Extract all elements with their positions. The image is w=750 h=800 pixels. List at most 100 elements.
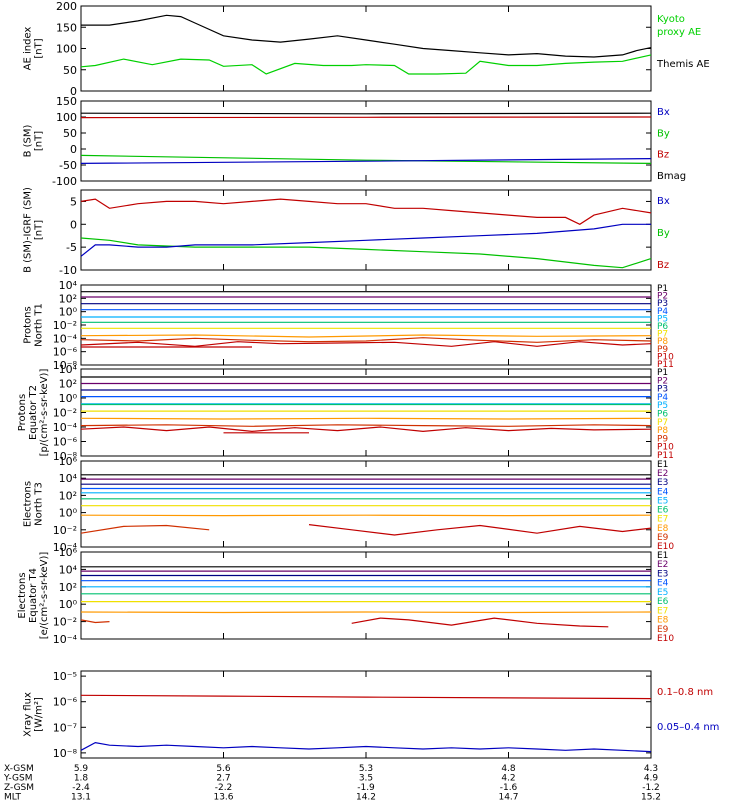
legend-en-9: E10: [657, 542, 674, 552]
legend-pe-8: P9: [657, 434, 668, 444]
panel-frame-ae: [80, 5, 652, 92]
legend-dbigrf-1: By: [657, 228, 670, 239]
time-row-value: 1.8: [74, 774, 89, 784]
legend-pn-3: P4: [657, 307, 668, 317]
legend-pn-9: P10: [657, 352, 674, 362]
legend-pe-6: P7: [657, 418, 668, 428]
ytick-label-en: 10⁴: [59, 472, 78, 485]
legend-pe-10: P11: [657, 451, 674, 461]
time-row-label: X-GSM: [4, 764, 34, 774]
legend-ee-9: E10: [657, 634, 674, 644]
legend-b-3: Bmag: [657, 171, 686, 182]
ytick-label-ee: 10⁰: [59, 598, 78, 611]
ylabel-pn: Protons: [23, 306, 34, 343]
ytick-label-ae: 200: [56, 0, 77, 13]
ytick-label-xray: 10⁻⁵: [53, 670, 77, 683]
series-line-xray-0-05-0-4-nm: [80, 741, 652, 753]
legend-ee-3: E4: [657, 579, 669, 589]
ytick-label-b: -50: [59, 159, 77, 172]
ytick-label-en: 10⁶: [59, 455, 78, 468]
time-row-value: 13.1: [71, 793, 91, 800]
ylabel-dbigrf: [nT]: [34, 220, 45, 240]
panel-frame-ee: [80, 551, 652, 640]
ylabel-pe: Equator T2: [28, 385, 39, 440]
ylabel-en: North T3: [34, 482, 45, 526]
ytick-label-ae: 100: [56, 43, 77, 56]
series-line-dbigrf-by: [80, 237, 652, 269]
legend-en-8: E9: [657, 533, 669, 543]
ytick-label-pe: 10⁴: [59, 363, 78, 376]
series-line-b-by: [80, 154, 652, 164]
ytick-label-pe: 10⁻⁸: [53, 450, 78, 463]
legend-b-0: Bx: [657, 107, 670, 118]
ylabel-dbigrf: B (SM)-IGRF (SM): [23, 187, 34, 273]
legend-ee-7: E8: [657, 616, 669, 626]
ytick-label-xray: 10⁻⁶: [53, 696, 78, 709]
ytick-label-pn: 10²: [59, 292, 77, 305]
legend-en-7: E8: [657, 524, 669, 534]
legend-ae-0: Kyoto: [657, 14, 685, 25]
ylabel-ae: AE index: [23, 27, 34, 71]
ytick-label-pn: 10⁻²: [53, 319, 77, 332]
legend-ee-8: E9: [657, 625, 669, 635]
series-line-b-bmag: [80, 112, 652, 115]
ytick-label-xray: 10⁻⁸: [53, 747, 78, 760]
ytick-label-dbigrf: -5: [66, 241, 77, 254]
series-line-ae-themis-ae: [81, 14, 652, 58]
series-line-ee-e10: [351, 617, 609, 628]
time-row-label: Y-GSM: [3, 774, 32, 784]
ytick-label-pe: 10⁻⁶: [53, 436, 78, 449]
ylabel-xray: [W/m²]: [34, 697, 45, 732]
time-row-value: 5.3: [359, 764, 373, 774]
time-row-value: 5.9: [74, 764, 89, 774]
time-row-value: -2.2: [215, 783, 233, 793]
series-line-pe-p9: [80, 424, 652, 427]
legend-en-3: E4: [657, 487, 669, 497]
time-row-value: 15.2: [641, 793, 661, 800]
ytick-label-ee: 10²: [59, 581, 77, 594]
legend-pn-1: P2: [657, 292, 668, 302]
legend-pe-7: P8: [657, 426, 668, 436]
legend-pn-2: P3: [657, 299, 668, 309]
ylabel-pe: [p/(cm²-s-sr-keV)]: [39, 369, 50, 457]
ytick-label-ee: 10⁻⁴: [53, 633, 78, 646]
time-row-value: -1.2: [642, 783, 660, 793]
legend-pn-6: P7: [657, 330, 668, 340]
series-line-pn-p10: [80, 341, 652, 347]
ytick-label-b: 50: [63, 127, 77, 140]
ytick-label-ee: 10⁻²: [53, 616, 77, 629]
time-row-value: 4.8: [501, 764, 516, 774]
ylabel-en: Electrons: [23, 481, 34, 527]
time-row-value: 4.9: [644, 774, 659, 784]
legend-pe-2: P3: [657, 385, 668, 395]
time-row-label: Z-GSM: [4, 783, 34, 793]
ytick-label-pn: 10⁰: [59, 306, 78, 319]
ytick-label-pn: 10⁻⁸: [53, 359, 78, 372]
panel-frame-pe: [80, 368, 652, 457]
time-row-value: 4.3: [644, 764, 658, 774]
series-line-b-bx: [80, 158, 652, 164]
ylabel-ee: Equator T4: [28, 568, 39, 623]
ytick-label-pn: 10⁴: [59, 279, 78, 292]
legend-dbigrf-0: Bx: [657, 196, 670, 207]
series-line-ae-kyoto-proxy-ae: [80, 54, 652, 75]
ylabel-pe: Protons: [17, 394, 28, 431]
series-line-en-e9: [80, 524, 210, 534]
time-row-value: -2.4: [72, 783, 90, 793]
legend-b-2: Bz: [657, 150, 669, 161]
legend-ee-6: E7: [657, 606, 668, 616]
legend-pe-9: P10: [657, 443, 674, 453]
series-line-b-bz: [80, 116, 652, 119]
time-row-value: 14.2: [356, 793, 376, 800]
series-line-ee-e8: [80, 611, 652, 614]
legend-ee-5: E6: [657, 597, 669, 607]
legend-pe-5: P6: [657, 410, 668, 420]
time-row-value: -1.6: [500, 783, 518, 793]
legend-pn-4: P5: [657, 314, 668, 324]
series-line-dbigrf-bx: [80, 223, 651, 257]
ytick-label-dbigrf: 0: [70, 218, 77, 231]
legend-ae-2: Themis AE: [656, 59, 710, 70]
series-line-dbigrf-bz: [80, 198, 652, 225]
ytick-label-dbigrf: -10: [59, 264, 77, 277]
